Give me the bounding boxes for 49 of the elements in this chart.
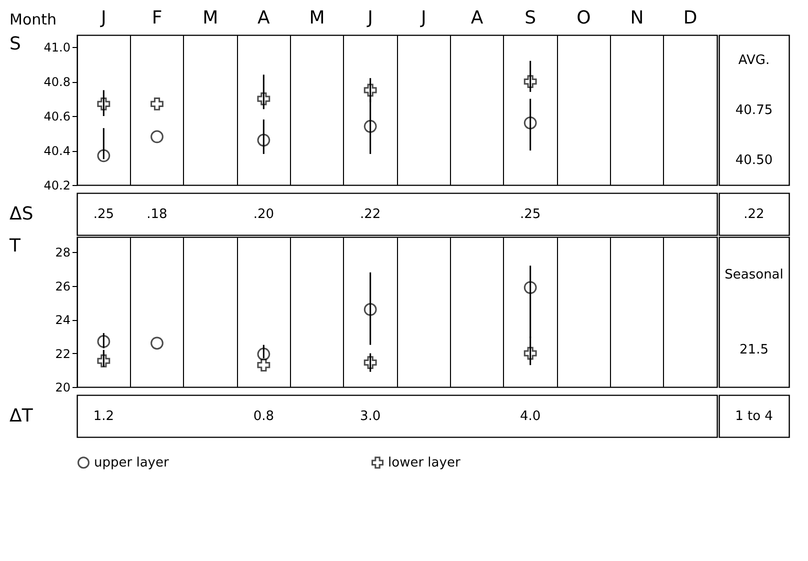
x-tick-label: M: [202, 8, 218, 28]
y-tick-label: 40.6: [44, 110, 70, 124]
y-axis-title: T: [8, 236, 22, 256]
text: ΔS: [10, 204, 34, 224]
text: Seasonal: [724, 268, 784, 282]
y-tick-label: 20: [55, 380, 70, 394]
x-tick-label: O: [576, 8, 591, 28]
y-tick-label: 40.8: [44, 75, 70, 90]
text: AVG.: [738, 53, 770, 68]
y-tick-label: 22: [55, 346, 70, 361]
text: 1 to 4: [735, 409, 773, 424]
x-tick-label: J: [100, 8, 106, 28]
text: 1.2: [93, 409, 114, 424]
x-axis-title: Month: [10, 10, 57, 28]
y-tick-label: 28: [55, 246, 70, 260]
text: 4.0: [520, 409, 541, 424]
text: .18: [146, 207, 168, 222]
text: 3.0: [360, 409, 381, 424]
point: [150, 98, 164, 110]
legend-label: upper layer: [94, 456, 170, 471]
text: .25: [520, 207, 541, 222]
legend-label: lower layer: [388, 456, 461, 471]
text: 40.50: [735, 153, 773, 168]
x-tick-label: D: [683, 8, 698, 28]
x-tick-label: J: [366, 8, 373, 28]
x-tick-label: S: [524, 8, 536, 28]
point: [150, 130, 164, 144]
x-tick-label: A: [470, 8, 484, 28]
x-tick-label: A: [258, 8, 271, 28]
text: .22: [360, 207, 381, 222]
y-tick-label: 41.0: [44, 40, 70, 55]
text: 21.5: [740, 342, 768, 358]
x-tick-label: F: [152, 8, 162, 28]
text: 40.75: [735, 103, 773, 118]
point: [150, 336, 164, 350]
x-tick-label: M: [309, 8, 325, 28]
text: ΔT: [10, 406, 34, 426]
text: .25: [93, 207, 114, 222]
y-tick-label: 24: [55, 313, 70, 328]
y-axis-title: S: [10, 34, 21, 54]
point: [257, 358, 270, 372]
x-tick-label: N: [630, 8, 644, 28]
text: 0.8: [253, 409, 274, 424]
y-tick-label: 26: [55, 279, 70, 294]
x-tick-label: J: [420, 8, 426, 28]
text: .20: [253, 207, 274, 222]
y-tick-label: 40.2: [44, 178, 70, 192]
y-tick-label: 40.4: [44, 144, 70, 158]
text: .22: [744, 207, 764, 222]
